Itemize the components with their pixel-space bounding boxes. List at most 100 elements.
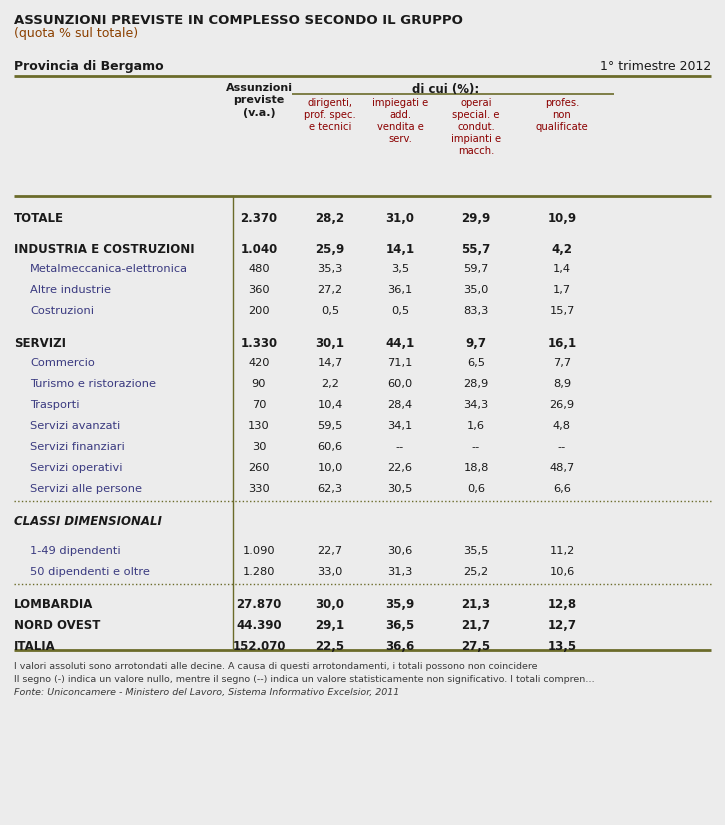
Text: 31,0: 31,0 xyxy=(386,212,415,225)
Text: 21,3: 21,3 xyxy=(462,598,491,611)
Text: ITALIA: ITALIA xyxy=(14,640,56,653)
Text: Costruzioni: Costruzioni xyxy=(30,306,94,316)
Text: dirigenti,
prof. spec.
e tecnici: dirigenti, prof. spec. e tecnici xyxy=(304,98,356,132)
Text: 35,5: 35,5 xyxy=(463,546,489,556)
Text: operai
special. e
condut.
impianti e
macch.: operai special. e condut. impianti e mac… xyxy=(451,98,501,156)
Text: 1.040: 1.040 xyxy=(241,243,278,256)
Text: 0,5: 0,5 xyxy=(391,306,409,316)
Text: 31,3: 31,3 xyxy=(387,567,413,577)
Text: 18,8: 18,8 xyxy=(463,463,489,473)
Text: 10,0: 10,0 xyxy=(318,463,343,473)
Text: 10,4: 10,4 xyxy=(318,400,343,410)
Text: 71,1: 71,1 xyxy=(387,358,413,368)
Text: Il segno (-) indica un valore nullo, mentre il segno (--) indica un valore stati: Il segno (-) indica un valore nullo, men… xyxy=(14,675,594,684)
Text: Trasporti: Trasporti xyxy=(30,400,80,410)
Text: 22,7: 22,7 xyxy=(318,546,342,556)
Text: 35,9: 35,9 xyxy=(386,598,415,611)
Text: 4,2: 4,2 xyxy=(552,243,573,256)
Text: 59,5: 59,5 xyxy=(318,421,343,431)
Text: 35,3: 35,3 xyxy=(318,264,343,274)
Text: 260: 260 xyxy=(248,463,270,473)
Text: Fonte: Uniconcamere - Ministero del Lavoro, Sistema Informativo Excelsior, 2011: Fonte: Uniconcamere - Ministero del Lavo… xyxy=(14,688,399,697)
Text: Servizi alle persone: Servizi alle persone xyxy=(30,484,142,494)
Text: 44.390: 44.390 xyxy=(236,619,282,632)
Text: Metalmeccanica-elettronica: Metalmeccanica-elettronica xyxy=(30,264,188,274)
Text: 2,2: 2,2 xyxy=(321,379,339,389)
Text: 29,9: 29,9 xyxy=(461,212,491,225)
Text: 90: 90 xyxy=(252,379,266,389)
Text: 7,7: 7,7 xyxy=(553,358,571,368)
Text: 4,8: 4,8 xyxy=(553,421,571,431)
Text: 30: 30 xyxy=(252,442,266,452)
Text: 33,0: 33,0 xyxy=(318,567,343,577)
Text: 48,7: 48,7 xyxy=(550,463,575,473)
Text: 83,3: 83,3 xyxy=(463,306,489,316)
Text: Provincia di Bergamo: Provincia di Bergamo xyxy=(14,60,164,73)
Text: impiegati e
add.
vendita e
serv.: impiegati e add. vendita e serv. xyxy=(372,98,428,144)
Text: 12,8: 12,8 xyxy=(547,598,576,611)
Text: 60,6: 60,6 xyxy=(318,442,342,452)
Text: 36,6: 36,6 xyxy=(386,640,415,653)
Text: 27.870: 27.870 xyxy=(236,598,282,611)
Text: 22,5: 22,5 xyxy=(315,640,344,653)
Text: 70: 70 xyxy=(252,400,266,410)
Text: di cui (%):: di cui (%): xyxy=(413,83,480,96)
Text: 480: 480 xyxy=(248,264,270,274)
Text: I valori assoluti sono arrotondati alle decine. A causa di questi arrotondamenti: I valori assoluti sono arrotondati alle … xyxy=(14,662,537,671)
Text: 30,0: 30,0 xyxy=(315,598,344,611)
Text: 35,0: 35,0 xyxy=(463,285,489,295)
Text: 10,6: 10,6 xyxy=(550,567,575,577)
Text: 1-49 dipendenti: 1-49 dipendenti xyxy=(30,546,120,556)
Text: --: -- xyxy=(558,442,566,452)
Text: 2.370: 2.370 xyxy=(241,212,278,225)
Text: Altre industrie: Altre industrie xyxy=(30,285,111,295)
Text: 1,7: 1,7 xyxy=(553,285,571,295)
Text: 15,7: 15,7 xyxy=(550,306,575,316)
Text: 1.330: 1.330 xyxy=(241,337,278,350)
Text: 0,5: 0,5 xyxy=(321,306,339,316)
Text: 30,5: 30,5 xyxy=(387,484,413,494)
Text: 6,5: 6,5 xyxy=(467,358,485,368)
Text: 62,3: 62,3 xyxy=(318,484,342,494)
Text: SERVIZI: SERVIZI xyxy=(14,337,66,350)
Text: 28,4: 28,4 xyxy=(387,400,413,410)
Text: 29,1: 29,1 xyxy=(315,619,344,632)
Text: 34,1: 34,1 xyxy=(387,421,413,431)
Text: 14,1: 14,1 xyxy=(386,243,415,256)
Text: Assunzioni
previste
(v.a.): Assunzioni previste (v.a.) xyxy=(225,83,292,118)
Text: LOMBARDIA: LOMBARDIA xyxy=(14,598,94,611)
Text: 28,2: 28,2 xyxy=(315,212,344,225)
Text: 1.280: 1.280 xyxy=(243,567,276,577)
Text: INDUSTRIA E COSTRUZIONI: INDUSTRIA E COSTRUZIONI xyxy=(14,243,194,256)
Text: Turismo e ristorazione: Turismo e ristorazione xyxy=(30,379,156,389)
Text: 36,5: 36,5 xyxy=(386,619,415,632)
Text: Servizi operativi: Servizi operativi xyxy=(30,463,123,473)
Text: profes.
non
qualificate: profes. non qualificate xyxy=(536,98,589,132)
Text: TOTALE: TOTALE xyxy=(14,212,64,225)
Text: 59,7: 59,7 xyxy=(463,264,489,274)
Text: 0,6: 0,6 xyxy=(467,484,485,494)
Text: 1° trimestre 2012: 1° trimestre 2012 xyxy=(600,60,711,73)
Text: Servizi finanziari: Servizi finanziari xyxy=(30,442,125,452)
Text: 34,3: 34,3 xyxy=(463,400,489,410)
Text: 27,2: 27,2 xyxy=(318,285,342,295)
Text: 25,2: 25,2 xyxy=(463,567,489,577)
Text: 200: 200 xyxy=(248,306,270,316)
Text: 60,0: 60,0 xyxy=(387,379,413,389)
Text: NORD OVEST: NORD OVEST xyxy=(14,619,100,632)
Text: 130: 130 xyxy=(248,421,270,431)
Text: (quota % sul totale): (quota % sul totale) xyxy=(14,27,138,40)
Text: 28,9: 28,9 xyxy=(463,379,489,389)
Text: ASSUNZIONI PREVISTE IN COMPLESSO SECONDO IL GRUPPO: ASSUNZIONI PREVISTE IN COMPLESSO SECONDO… xyxy=(14,14,463,27)
Text: CLASSI DIMENSIONALI: CLASSI DIMENSIONALI xyxy=(14,515,162,528)
Text: 360: 360 xyxy=(248,285,270,295)
Text: 3,5: 3,5 xyxy=(391,264,409,274)
Text: 50 dipendenti e oltre: 50 dipendenti e oltre xyxy=(30,567,150,577)
Text: 9,7: 9,7 xyxy=(465,337,486,350)
Text: 330: 330 xyxy=(248,484,270,494)
Text: 30,6: 30,6 xyxy=(387,546,413,556)
Text: 21,7: 21,7 xyxy=(462,619,491,632)
Text: 6,6: 6,6 xyxy=(553,484,571,494)
Text: 36,1: 36,1 xyxy=(387,285,413,295)
Text: 10,9: 10,9 xyxy=(547,212,576,225)
